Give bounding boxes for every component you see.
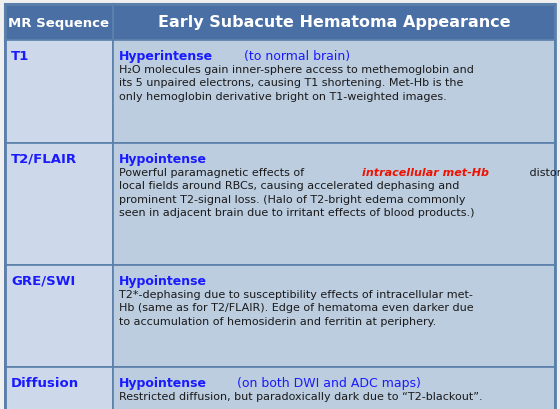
Bar	[113, 41, 555, 144]
Text: only hemoglobin derivative bright on T1-weighted images.: only hemoglobin derivative bright on T1-…	[119, 91, 447, 101]
Text: Powerful paramagnetic effects of: Powerful paramagnetic effects of	[119, 168, 307, 178]
Text: Hb (same as for T2/FLAIR). Edge of hematoma even darker due: Hb (same as for T2/FLAIR). Edge of hemat…	[119, 303, 474, 312]
Bar	[5, 5, 555, 41]
Text: local fields around RBCs, causing accelerated dephasing and: local fields around RBCs, causing accele…	[119, 181, 459, 191]
Text: T2/FLAIR: T2/FLAIR	[11, 153, 77, 166]
Text: to accumulation of hemosiderin and ferritin at periphery.: to accumulation of hemosiderin and ferri…	[119, 316, 436, 326]
Text: Restricted diffusion, but paradoxically dark due to “T2-blackout”.: Restricted diffusion, but paradoxically …	[119, 391, 483, 401]
Bar	[5, 144, 113, 265]
Text: GRE/SWI: GRE/SWI	[11, 274, 75, 287]
Text: its 5 unpaired electrons, causing T1 shortening. Met-Hb is the: its 5 unpaired electrons, causing T1 sho…	[119, 78, 463, 88]
Text: Hypointense: Hypointense	[119, 274, 207, 287]
Text: T1: T1	[11, 50, 29, 63]
Bar	[5, 265, 113, 367]
Text: Hypointense: Hypointense	[119, 376, 207, 389]
Bar	[5, 41, 113, 144]
Text: distort: distort	[526, 168, 560, 178]
Text: H₂O molecules gain inner-sphere access to methemoglobin and: H₂O molecules gain inner-sphere access t…	[119, 65, 474, 75]
Text: Hypointense: Hypointense	[119, 153, 207, 166]
Text: (to normal brain): (to normal brain)	[240, 50, 351, 63]
Text: prominent T2-signal loss. (Halo of T2-bright edema commonly: prominent T2-signal loss. (Halo of T2-br…	[119, 194, 465, 204]
Text: Diffusion: Diffusion	[11, 376, 79, 389]
Bar	[5, 367, 113, 409]
Bar	[113, 265, 555, 367]
Bar	[113, 367, 555, 409]
Text: Early Subacute Hematoma Appearance: Early Subacute Hematoma Appearance	[158, 16, 510, 30]
Bar	[113, 144, 555, 265]
Text: seen in adjacent brain due to irritant effects of blood products.): seen in adjacent brain due to irritant e…	[119, 207, 474, 217]
Text: Hyperintense: Hyperintense	[119, 50, 213, 63]
Text: MR Sequence: MR Sequence	[8, 16, 110, 29]
Text: T2*-dephasing due to susceptibility effects of intracellular met-: T2*-dephasing due to susceptibility effe…	[119, 290, 473, 299]
Text: intracellular met-Hb: intracellular met-Hb	[362, 168, 489, 178]
Text: (on both DWI and ADC maps): (on both DWI and ADC maps)	[232, 376, 421, 389]
